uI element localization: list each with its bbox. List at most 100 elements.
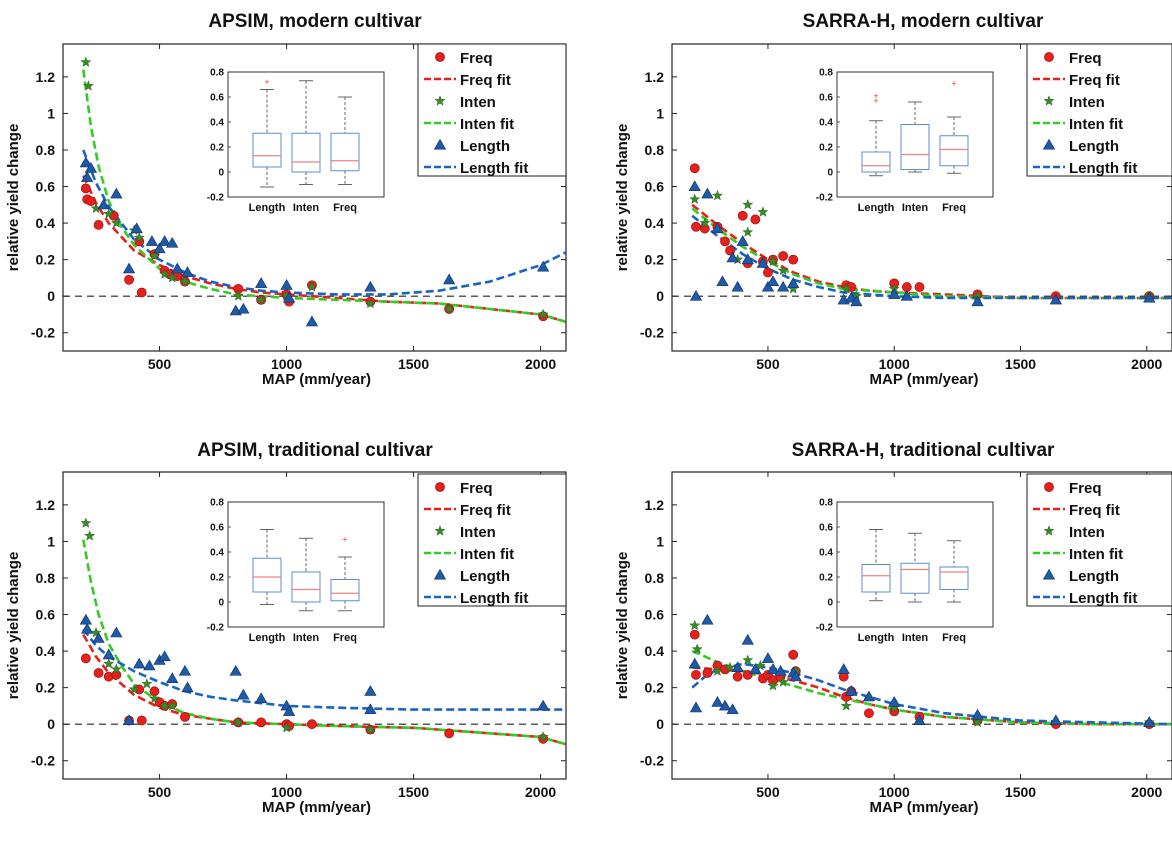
legend-label: Freq [1069,50,1102,67]
data-point-inten [742,199,754,210]
data-point-length [443,273,456,285]
data-point-length [110,187,123,199]
data-point-freq [80,653,91,664]
data-point-freq [778,251,789,261]
legend-marker [433,138,447,150]
plot-content [79,517,566,746]
data-point-freq [256,717,267,728]
data-point-freq [737,210,748,221]
chart-panel-3: APSIM, traditional cultivar -0.2 0 0.2 0.4 0.… [5,440,567,816]
data-point-length [711,222,724,234]
inset-box [900,124,930,170]
x-axis-label: MAP (mm/year) [262,799,371,816]
data-point-inten [103,658,115,669]
inset-y-tick-label: 0.2 [819,573,833,584]
data-point-length [741,633,754,645]
data-point-length [181,681,194,693]
data-point-freq [691,221,701,232]
legend-box [417,43,567,177]
data-point-length [731,661,744,673]
data-point-length [1049,293,1062,305]
x-tick-label: 1500 [1005,784,1036,800]
chart-panel-1: APSIM, modern cultivar -0.2 0 0.2 0.4 0.6 0.8 1… [5,11,567,388]
data-point-inten [711,189,723,201]
data-point-freq [750,214,761,225]
x-tick-label: 2000 [525,784,556,800]
inset-y-tick-label: 0.4 [210,548,224,559]
data-point-length [171,262,184,274]
legend-label: Inten [1069,94,1105,111]
y-tick-label: 1 [656,533,664,549]
data-point-length [726,251,739,263]
y-axis-label: relative yield change [614,552,631,700]
legend-label: Freq fit [460,502,511,519]
data-point-length [1143,716,1156,727]
data-point-freq [914,282,925,292]
legend-box [1026,43,1172,177]
data-point-length [862,690,876,702]
data-point-length [837,663,850,674]
data-point-length [255,692,268,704]
x-tick-label: 1000 [879,356,910,372]
inset-y-tick-label: 0.2 [210,573,224,584]
data-point-freq [180,711,190,722]
plot-content [79,56,566,327]
data-point-length [766,663,780,674]
data-point-length [711,696,724,707]
data-point-freq [702,668,713,678]
data-point-inten [699,217,711,228]
data-point-freq [763,267,773,278]
data-point-length [122,262,136,274]
data-point-freq [732,671,743,682]
legend-label: Freq [1069,480,1102,497]
x-axis-label: MAP (mm/year) [262,371,371,388]
data-point-inten [133,231,145,243]
y-tick-label: 0.2 [36,680,56,696]
x-tick-label: 1000 [271,784,302,800]
legend-label: Length [1069,138,1119,155]
inset-category-label: Inten [293,202,320,214]
data-point-inten [689,619,701,631]
data-point-inten [754,659,766,671]
data-point-freq [689,629,700,640]
data-point-length [761,280,775,292]
legend-marker [435,52,445,62]
data-point-inten [757,206,769,217]
data-point-inten [80,56,92,67]
data-point-length [749,663,762,674]
inset-category-label: Inten [902,632,929,644]
data-point-inten [128,683,140,695]
y-tick-label: 0.4 [36,215,56,231]
inset-outlier: + [873,91,878,101]
y-tick-label: 0 [656,288,664,304]
y-tick-label: 0 [656,716,664,732]
x-tick-label: 2000 [1131,356,1162,372]
data-point-inten [767,255,779,267]
data-point-length [1143,291,1156,303]
data-point-inten [537,308,549,320]
legend-box [1026,473,1172,607]
inset-y-tick-label: 0.6 [819,523,833,534]
y-tick-label: -0.2 [31,753,55,769]
data-point-length [305,315,319,327]
legend: Freq Freq fit Inten Inten fit Length Length f… [417,473,567,607]
data-point-freq [86,196,96,207]
inset-category-label: Length [249,202,286,214]
legend-label: Inten fit [460,116,514,133]
data-point-inten [767,680,779,691]
fit-line-freq-fit [82,175,566,324]
data-point-length [130,222,143,234]
x-tick-label: 500 [148,784,172,800]
legend-label: Inten [460,524,496,541]
data-point-length [81,622,94,634]
data-point-inten [364,723,376,735]
inset-category-label: Inten [293,632,320,644]
inset-outlier: + [342,535,347,545]
data-point-length [255,277,268,288]
inset-category-label: Length [249,632,286,644]
data-point-inten [537,731,549,742]
y-tick-label: 1 [47,533,55,549]
legend-label: Inten fit [460,546,514,563]
inset-y-tick-label: -0.2 [207,193,225,204]
y-tick-label: -0.2 [640,325,664,341]
